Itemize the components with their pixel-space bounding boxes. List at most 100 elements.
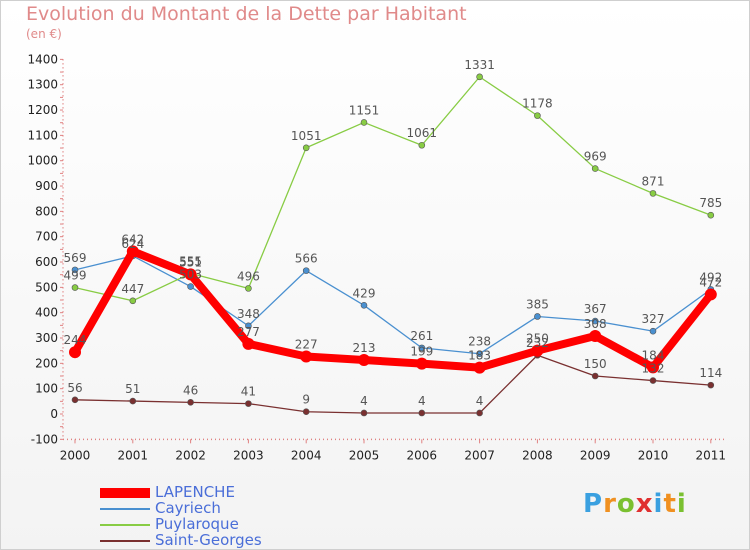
y-tick-label: 400	[35, 306, 58, 320]
data-label: 199	[410, 345, 433, 359]
data-label: 367	[584, 302, 607, 316]
data-point	[534, 112, 541, 119]
proxiti-logo: Proxiti	[583, 489, 687, 519]
data-label: 569	[64, 251, 87, 265]
data-point	[649, 327, 657, 335]
data-label: 227	[295, 338, 318, 352]
data-label: 492	[699, 270, 722, 284]
x-tick-label: 2000	[60, 448, 91, 462]
x-tick-label: 2008	[522, 448, 553, 462]
data-point	[187, 283, 194, 290]
data-point	[476, 73, 483, 81]
data-label: 1151	[349, 103, 380, 117]
data-point	[418, 409, 426, 417]
data-point	[129, 397, 137, 405]
data-point	[591, 317, 599, 325]
data-label: 41	[241, 385, 256, 399]
data-label: 496	[237, 269, 260, 283]
y-tick-label: 1000	[27, 154, 58, 168]
x-tick-label: 2007	[464, 448, 495, 462]
data-point	[360, 302, 368, 309]
x-tick-label: 2006	[407, 448, 438, 462]
data-label: 385	[526, 297, 549, 311]
data-point	[418, 344, 426, 352]
data-point	[476, 409, 483, 417]
data-point	[302, 267, 310, 274]
data-label: 183	[468, 349, 491, 363]
data-label: 499	[64, 269, 87, 283]
data-label: 308	[584, 317, 607, 331]
logo-letter: i	[676, 489, 687, 519]
data-label: 114	[699, 366, 722, 380]
legend-swatch	[100, 540, 150, 542]
logo-letter: r	[603, 489, 617, 519]
series-line-puylaroque	[74, 76, 712, 302]
x-tick-label: 2005	[349, 448, 380, 462]
data-point	[245, 322, 252, 330]
legend-swatch	[100, 508, 150, 510]
data-label: 238	[468, 335, 491, 349]
data-label: 213	[353, 341, 376, 355]
data-label: 277	[237, 325, 260, 339]
data-label: 642	[121, 232, 144, 246]
y-tick-label: 800	[35, 204, 58, 218]
data-point	[71, 284, 79, 291]
data-label: 9	[302, 393, 310, 407]
data-label: 447	[121, 282, 144, 296]
y-tick-label: 500	[35, 280, 58, 294]
data-label: 4	[418, 394, 426, 408]
data-point	[649, 190, 657, 197]
logo-letter: P	[583, 489, 604, 519]
data-label: 261	[410, 329, 433, 343]
data-label: 4	[476, 394, 484, 408]
x-tick-label: 2011	[696, 448, 727, 462]
chart-title: Evolution du Montant de la Dette par Hab…	[26, 3, 467, 25]
y-tick-label: 200	[35, 356, 58, 370]
data-point	[476, 350, 483, 358]
data-label: 969	[584, 150, 607, 164]
data-point	[245, 285, 252, 292]
data-label: 327	[642, 312, 665, 326]
data-point	[473, 361, 486, 374]
data-point	[707, 211, 715, 219]
data-label: 871	[642, 174, 665, 188]
data-point	[360, 119, 368, 126]
data-label: 555	[179, 254, 202, 268]
data-point	[415, 357, 428, 370]
data-label: 184	[642, 348, 665, 362]
data-point	[360, 409, 368, 417]
x-tick-label: 2004	[291, 448, 322, 462]
y-tick-label: 700	[35, 230, 58, 244]
data-point	[300, 350, 313, 363]
data-point	[531, 344, 544, 357]
legend-swatch	[100, 488, 150, 498]
data-label: 150	[584, 357, 607, 371]
data-point	[534, 313, 541, 320]
x-tick-label: 2003	[233, 448, 264, 462]
data-point	[589, 329, 602, 342]
y-tick-label: 600	[35, 255, 58, 269]
legend-label: Cayriech	[155, 499, 221, 517]
y-tick-label: 900	[35, 179, 58, 193]
y-tick-label: 0	[50, 407, 58, 421]
data-point	[704, 288, 717, 301]
data-point	[707, 381, 715, 389]
data-label: 51	[125, 382, 140, 396]
y-tick-label: 1300	[27, 78, 58, 92]
data-point	[591, 165, 599, 172]
y-tick-label: 1400	[27, 52, 58, 66]
x-tick-label: 2010	[638, 448, 669, 462]
data-label: 244	[64, 333, 87, 347]
data-point	[591, 372, 599, 380]
data-label: 503	[179, 268, 202, 282]
data-point	[184, 268, 197, 281]
data-point	[69, 346, 81, 359]
data-label: 232	[526, 336, 549, 350]
data-point	[71, 396, 79, 404]
series-line-cayriech	[74, 255, 712, 355]
data-point	[129, 297, 137, 305]
x-tick-label: 2001	[118, 448, 149, 462]
legend-label: LAPENCHE	[155, 483, 235, 501]
